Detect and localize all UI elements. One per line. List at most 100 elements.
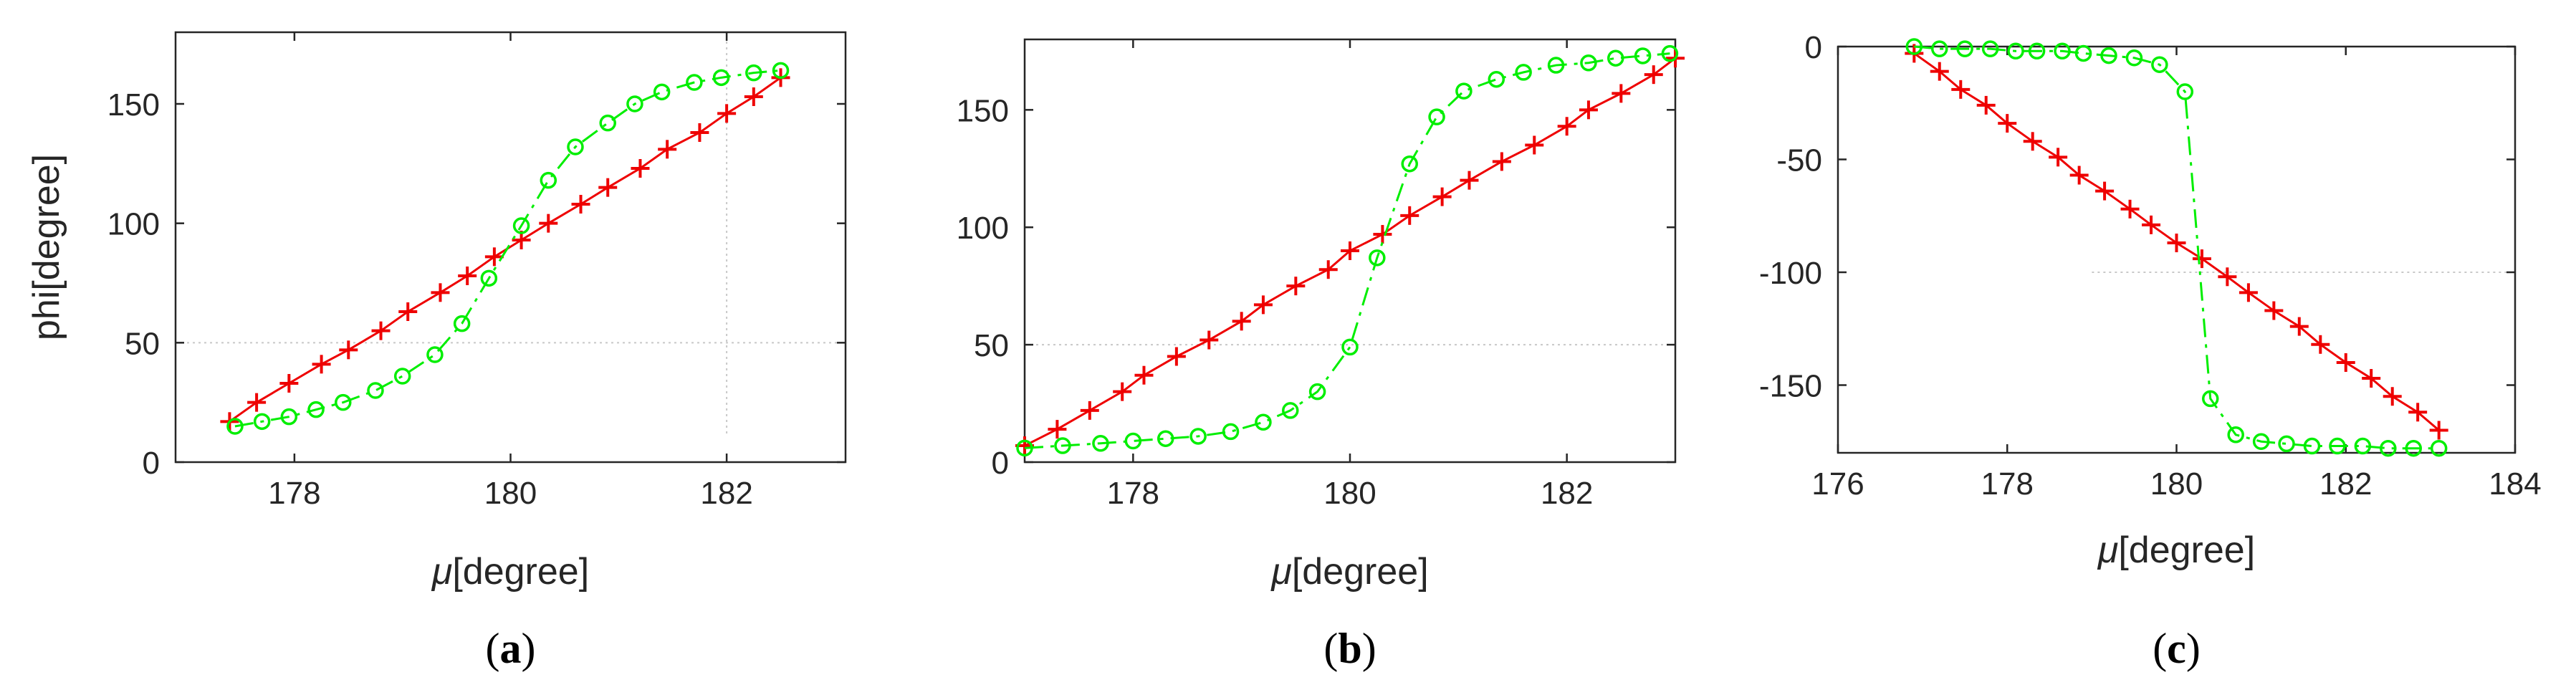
data-point-circle: [1016, 439, 1033, 457]
data-point-circle: [2176, 83, 2194, 100]
data-point-plus: [2192, 249, 2211, 269]
data-point-circle: [599, 114, 616, 132]
series-red: [1015, 49, 1685, 456]
data-point-circle: [653, 83, 671, 101]
series-line-green: [234, 69, 781, 428]
data-point-plus: [1080, 401, 1099, 420]
data-point-circle: [280, 408, 298, 426]
data-point-circle: [1455, 82, 1473, 100]
series-green: [226, 62, 790, 435]
data-point-plus: [2311, 335, 2330, 354]
data-point-plus: [1200, 330, 1219, 350]
panel-label: (b): [1323, 625, 1376, 672]
data-point-circle: [1634, 47, 1652, 64]
data-point-plus: [1557, 117, 1576, 136]
data-point-plus: [539, 214, 558, 233]
data-point-plus: [2218, 267, 2237, 287]
data-point-circle: [1428, 108, 1445, 125]
data-point-plus: [690, 123, 709, 142]
x-axis-unit: [degree]: [452, 551, 589, 593]
y-tick-label: -100: [1759, 256, 1822, 291]
data-point-plus: [1579, 100, 1598, 120]
data-series: [1905, 38, 2448, 457]
data-point-circle: [335, 393, 352, 411]
axis-ticks: 178 180 182 0 50 100 150: [107, 32, 846, 511]
data-point-circle: [2202, 390, 2219, 408]
data-point-circle: [1189, 428, 1207, 445]
data-point-circle: [1981, 40, 1999, 57]
series-line-green: [1914, 45, 2439, 450]
data-point-plus: [2239, 283, 2258, 302]
x-tick-label: 182: [2319, 466, 2372, 502]
x-tick-label: 176: [1811, 466, 1864, 502]
data-point-plus: [2383, 387, 2402, 406]
x-axis-unit: [degree]: [1292, 551, 1429, 593]
data-point-circle: [2100, 47, 2117, 64]
data-point-plus: [2408, 403, 2428, 422]
data-point-plus: [2120, 199, 2140, 219]
data-point-circle: [512, 217, 530, 234]
data-point-circle: [2007, 42, 2024, 60]
data-series: [220, 62, 790, 435]
panel-letter: c: [2167, 625, 2186, 672]
data-point-circle: [1222, 423, 1240, 441]
data-point-circle: [1054, 437, 1071, 454]
data-point-plus: [717, 104, 737, 123]
data-point-plus: [2289, 317, 2309, 336]
y-tick-label: 50: [974, 328, 1009, 363]
axis-ticks: 176 178 180 182 184 0 -50 -100 -150: [1759, 30, 2542, 502]
y-tick-label: -50: [1776, 143, 1822, 178]
data-point-circle: [253, 413, 271, 431]
data-point-plus: [1232, 312, 1251, 331]
y-tick-label: 150: [957, 93, 1009, 128]
series-line-green: [1024, 52, 1670, 449]
data-point-circle: [567, 138, 584, 155]
data-point-plus: [1951, 80, 1971, 99]
data-point-plus: [1341, 241, 1359, 260]
y-tick-label: 100: [957, 211, 1009, 246]
data-point-circle: [2252, 433, 2270, 450]
data-point-plus: [2264, 301, 2284, 320]
data-point-plus: [279, 374, 299, 393]
data-point-plus: [312, 355, 331, 374]
data-point-circle: [772, 62, 790, 80]
panel-label: (c): [2153, 625, 2201, 672]
y-tick-label: 50: [125, 326, 160, 361]
data-point-circle: [393, 368, 411, 385]
y-tick-label: 0: [1805, 30, 1822, 65]
data-point-circle: [1124, 432, 1142, 450]
data-point-plus: [1930, 62, 1949, 81]
y-tick-label: 100: [107, 207, 160, 242]
y-tick-label: 0: [992, 446, 1009, 481]
x-axis-symbol: μ: [1270, 551, 1292, 593]
data-point-circle: [307, 401, 325, 418]
data-point-plus: [744, 87, 763, 106]
chart-panel-b: 178 180 182 0 50 100 150 μ[degree] (b): [957, 38, 1685, 672]
data-series: [1015, 44, 1685, 457]
data-point-circle: [1157, 430, 1174, 447]
data-point-circle: [1580, 54, 1597, 72]
data-point-plus: [658, 140, 677, 159]
data-point-circle: [2151, 56, 2168, 73]
data-point-circle: [2405, 439, 2422, 457]
data-point-plus: [1492, 152, 1511, 171]
data-point-plus: [371, 321, 391, 340]
chart-panel-a: 178 180 182 0 50 100 150 phi[degree] μ[degree]…: [26, 31, 847, 672]
data-point-circle: [1547, 57, 1565, 74]
data-point-circle: [1488, 70, 1505, 88]
data-point-circle: [2354, 437, 2372, 455]
data-point-plus: [1525, 135, 1544, 155]
data-point-circle: [1905, 38, 1923, 55]
data-point-circle: [1369, 249, 1386, 267]
panel-letter: b: [1338, 625, 1361, 672]
data-point-plus: [1253, 295, 1273, 315]
data-point-plus: [1113, 382, 1132, 401]
x-tick-label: 178: [268, 476, 320, 511]
data-point-plus: [2069, 166, 2089, 185]
data-point-plus: [2023, 132, 2042, 151]
data-point-circle: [453, 315, 471, 332]
data-point-circle: [1255, 413, 1272, 431]
data-point-circle: [480, 269, 498, 287]
data-point-circle: [1956, 40, 1973, 57]
data-point-circle: [226, 418, 244, 435]
